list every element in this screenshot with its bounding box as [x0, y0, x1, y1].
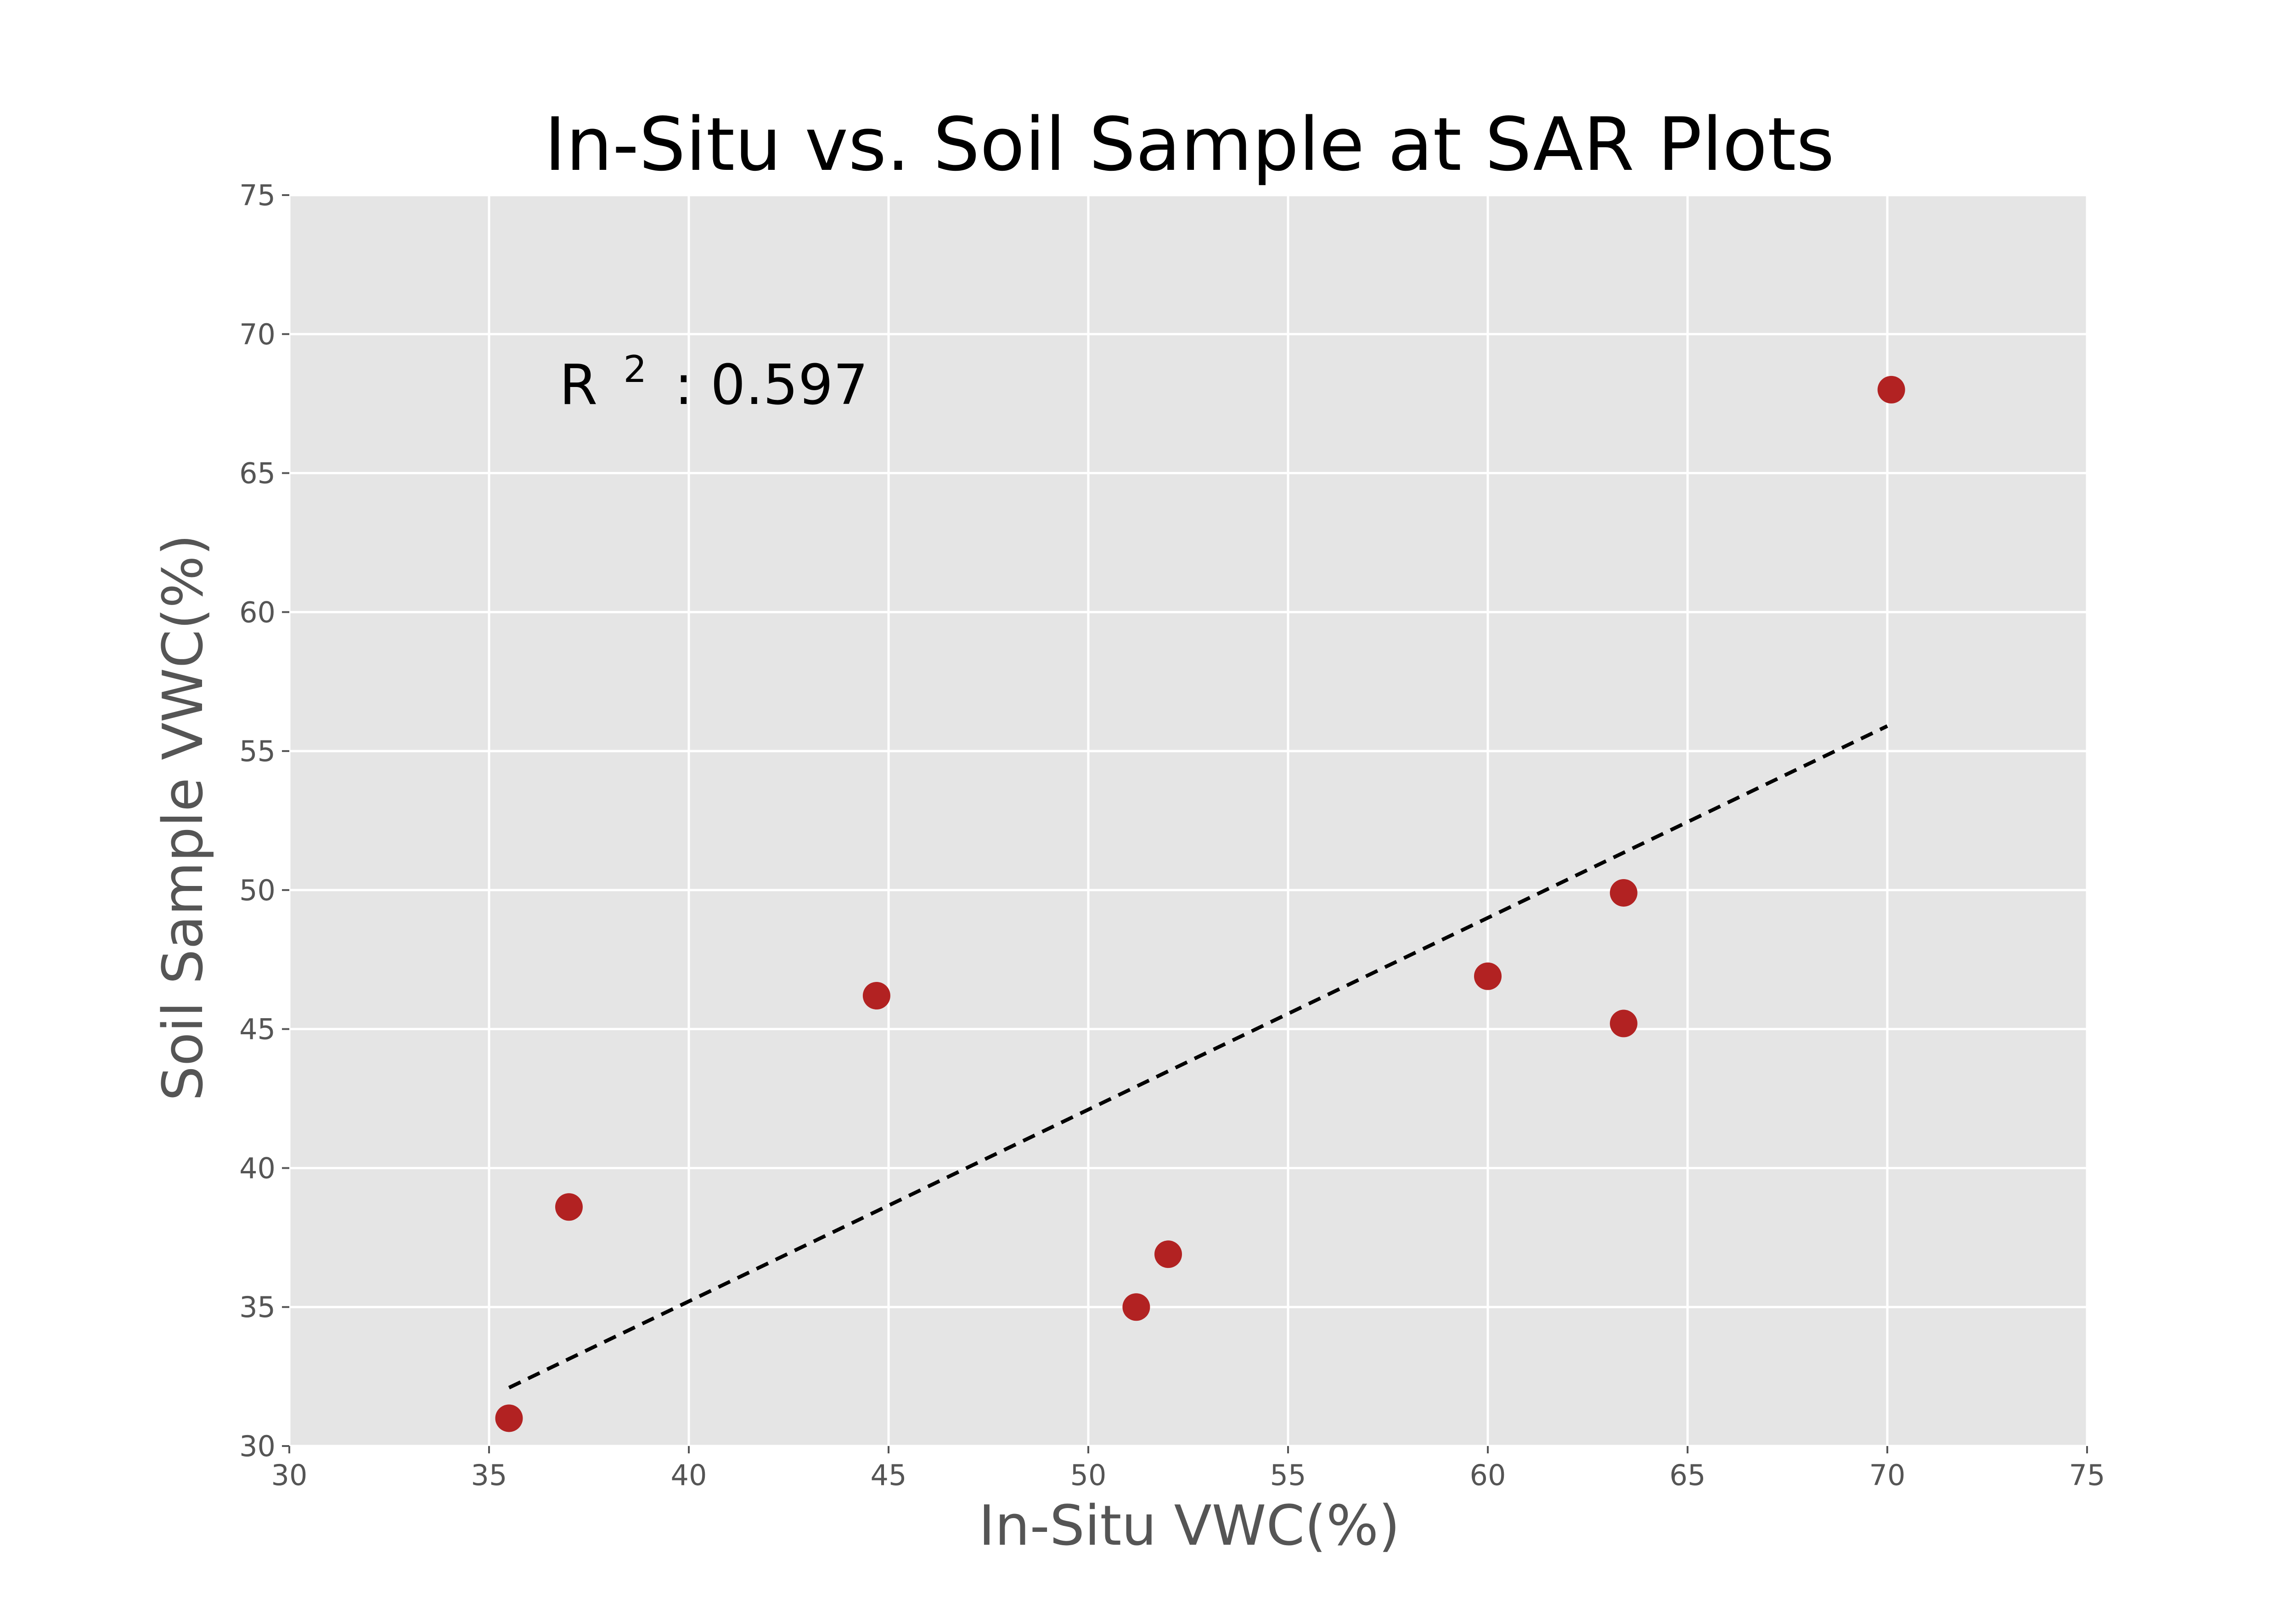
- axis-ticks: 30 35 40 45 50 55 60 65 70 75 30 35 40 45 50 55 60 65 70 75: [239, 179, 2105, 1492]
- y-tick-label: 70: [239, 318, 276, 351]
- x-axis-label: In-Situ VWC(%): [979, 1494, 1400, 1558]
- data-point: [1154, 1240, 1182, 1268]
- x-tick-label: 60: [1470, 1458, 1506, 1492]
- grid-lines: [288, 194, 2088, 1447]
- y-tick-label: 60: [239, 595, 276, 629]
- data-point: [862, 982, 890, 1009]
- x-tick-label: 35: [471, 1458, 507, 1492]
- chart-title: In-Situ vs. Soil Sample at SAR Plots: [544, 101, 1835, 187]
- y-tick-label: 45: [239, 1013, 276, 1046]
- data-point: [495, 1404, 523, 1432]
- x-tick-label: 70: [1869, 1458, 1906, 1492]
- x-tick-label: 40: [671, 1458, 707, 1492]
- x-tick-label: 55: [1270, 1458, 1306, 1492]
- r-squared-prefix: R: [559, 353, 597, 417]
- data-point: [1474, 962, 1502, 990]
- data-point: [1122, 1293, 1150, 1321]
- data-point: [1609, 1009, 1638, 1037]
- y-tick-label: 40: [239, 1151, 276, 1185]
- data-points: [495, 376, 1905, 1432]
- x-tick-label: 50: [1070, 1458, 1107, 1492]
- x-tick-label: 75: [2069, 1458, 2105, 1492]
- y-tick-label: 55: [239, 734, 276, 768]
- r-squared-value: : 0.597: [675, 353, 868, 417]
- y-tick-label: 35: [239, 1290, 276, 1324]
- plot-area: [289, 195, 2087, 1446]
- y-tick-label: 30: [239, 1430, 276, 1463]
- x-tick-label: 30: [271, 1458, 308, 1492]
- x-tick-label: 65: [1670, 1458, 1706, 1492]
- data-point: [1609, 879, 1638, 907]
- data-point: [555, 1193, 583, 1221]
- r-squared-annotation: R 2 : 0.597: [559, 331, 868, 417]
- y-tick-label: 65: [239, 457, 276, 490]
- y-axis-label: Soil Sample VWC(%): [152, 534, 215, 1101]
- r-squared-superscript: 2: [624, 348, 647, 391]
- y-tick-label: 50: [239, 874, 276, 907]
- x-tick-label: 45: [871, 1458, 907, 1492]
- regression-fit-line: [508, 724, 1888, 1390]
- data-point: [1877, 376, 1905, 404]
- y-tick-label: 75: [239, 179, 276, 212]
- fit-line-group: [508, 724, 1888, 1390]
